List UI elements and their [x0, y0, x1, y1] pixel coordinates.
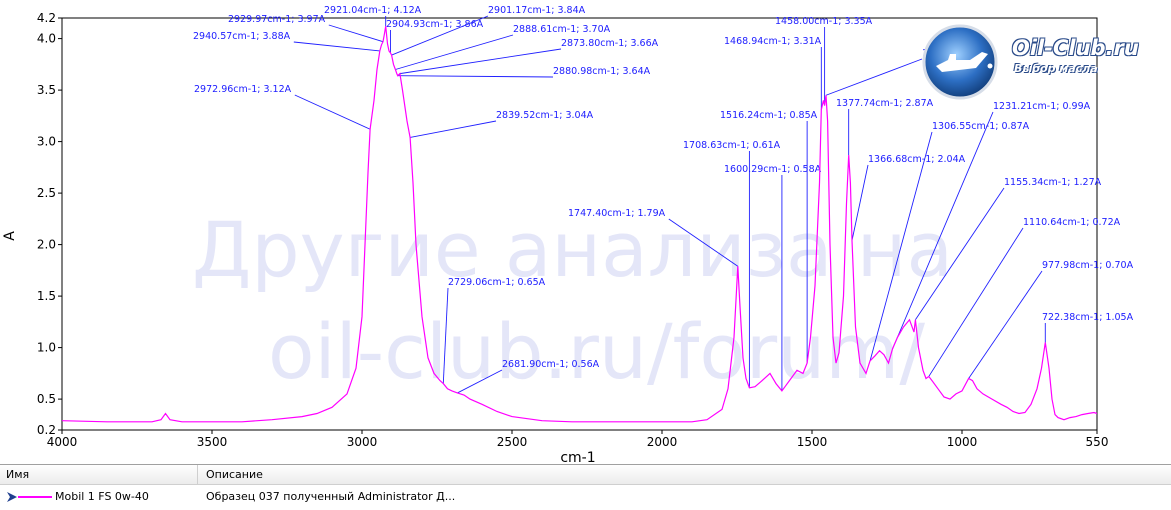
watermark-line-1: Другие анализа на [192, 205, 953, 294]
annotation-label: 1468.94cm-1; 3.31A [724, 36, 822, 47]
annotation-leader-line [328, 24, 384, 43]
annotation-leader-line [915, 187, 1005, 321]
column-header-description[interactable]: Описание [198, 465, 1171, 485]
annotation-label: 1377.74cm-1; 2.87A [836, 98, 934, 109]
annotation-label: 2888.61cm-1; 3.70A [513, 24, 611, 35]
series-color-swatch [18, 496, 52, 498]
row-name-cell: Mobil 1 FS 0w-40 [0, 487, 198, 507]
annotation-leader-line [869, 131, 933, 362]
annotation-label: 2940.57cm-1; 3.88A [193, 31, 291, 42]
annotation-leader-line [457, 369, 503, 394]
plot-frame [61, 17, 1098, 431]
annotation-leader-line [442, 287, 449, 384]
annotation-leader-line [668, 218, 739, 267]
y-tick-label: 2.5 [37, 186, 56, 200]
annotation-leader-line [293, 41, 380, 52]
column-header-name[interactable]: Имя [0, 465, 198, 485]
logo-title: Oil-Club.ru [1012, 36, 1139, 60]
annotation-label: 1708.63cm-1; 0.61A [683, 140, 781, 151]
x-tick-label: 2000 [647, 435, 678, 449]
annotation-leader-line [410, 120, 497, 138]
x-tick-label: 1500 [797, 435, 828, 449]
x-tick-label: 3500 [197, 435, 228, 449]
table-row[interactable]: Mobil 1 FS 0w-40 Образец 037 полученный … [0, 487, 1171, 507]
annotation-label: 1747.40cm-1; 1.79A [568, 208, 666, 219]
y-tick-label: 0.5 [37, 392, 56, 406]
series-name: Mobil 1 FS 0w-40 [55, 490, 149, 503]
spectrum-chart: Другие анализа на oil-club.ru/forum/ 400… [2, 5, 1168, 462]
annotation-leader-line [391, 15, 489, 56]
x-axis-label: cm-1 [560, 450, 595, 462]
y-tick-label: 0.2 [37, 423, 56, 437]
annotation-label: 2972.96cm-1; 3.12A [194, 84, 292, 95]
annotation-leader-line [399, 48, 562, 75]
annotation-label: 2880.98cm-1; 3.64A [553, 66, 651, 77]
series-line-mobil-1 [61, 26, 1098, 423]
y-tick-label: 4.0 [37, 32, 56, 46]
y-tick-label: 2.0 [37, 238, 56, 252]
annotation-label: 977.98cm-1; 0.70A [1042, 260, 1134, 271]
annotation-label: 1306.55cm-1; 0.87A [932, 121, 1030, 132]
annotation-label: 2929.97cm-1; 3.97A [228, 14, 326, 25]
annotation-label: 1366.68cm-1; 2.04A [868, 154, 966, 165]
series-description: Образец 037 полученный Administrator Д..… [206, 490, 456, 503]
annotation-leader-line [397, 75, 554, 78]
y-tick-label: 1.5 [37, 289, 56, 303]
x-tick-label: 1000 [947, 435, 978, 449]
annotation-leader-line [928, 227, 1024, 377]
axes: 4000 3500 3000 2500 2000 1500 1000 550 0.2 0.5 1.0… [37, 11, 1109, 449]
y-tick-label: 1.0 [37, 341, 56, 355]
watermark: Другие анализа на oil-club.ru/forum/ [192, 205, 953, 396]
current-row-arrow-icon [7, 492, 17, 502]
oil-club-logo: Oil-Club.ru Выбор масла [918, 22, 1168, 102]
y-axis-label: A [2, 231, 18, 241]
annotation-leader-line [825, 58, 923, 96]
annotation-leader-line [395, 34, 514, 70]
annotation-leader-line [851, 164, 869, 241]
annotation-label: 2729.06cm-1; 0.65A [448, 277, 546, 288]
annotation-leader-line [294, 94, 371, 130]
annotation-label: 2873.80cm-1; 3.66A [561, 38, 659, 49]
annotation-leader-line [892, 111, 994, 349]
y-tick-label: 3.0 [37, 135, 56, 149]
logo-subtitle: Выбор масла [1014, 62, 1098, 75]
y-tick-label: 3.5 [37, 83, 56, 97]
annotation-label: 2681.90cm-1; 0.56A [502, 359, 600, 370]
annotation-label: 1110.64cm-1; 0.72A [1023, 217, 1121, 228]
x-tick-label: 2500 [497, 435, 528, 449]
annotation-label: 1231.21cm-1; 0.99A [993, 101, 1091, 112]
annotation-label: 2901.17cm-1; 3.84A [488, 5, 586, 16]
annotation-label: 1600.29cm-1; 0.58A [724, 164, 822, 175]
annotation-label: 1458.00cm-1; 3.35A [775, 16, 873, 27]
x-tick-label: 4000 [47, 435, 78, 449]
x-tick-label: 550 [1086, 435, 1109, 449]
annotation-label: 2839.52cm-1; 3.04A [496, 110, 594, 121]
annotation-leader-line [968, 270, 1043, 379]
oil-can-icon [922, 24, 998, 100]
annotation-label: 1155.34cm-1; 1.27A [1004, 177, 1102, 188]
annotation-label: 1516.24cm-1; 0.85A [720, 110, 818, 121]
annotation-label: 722.38cm-1; 1.05A [1042, 312, 1134, 323]
annotation-label: 2921.04cm-1; 4.12A [324, 5, 422, 16]
series-legend-table: Имя Описание Mobil 1 FS 0w-40 Образец 03… [0, 464, 1171, 510]
annotation-label: 2904.93cm-1; 3.86A [386, 19, 484, 30]
spectrum-chart-svg: Другие анализа на oil-club.ru/forum/ 400… [2, 5, 1134, 462]
x-tick-label: 3000 [347, 435, 378, 449]
y-tick-label: 4.2 [37, 11, 56, 25]
watermark-line-2: oil-club.ru/forum/ [268, 307, 925, 396]
